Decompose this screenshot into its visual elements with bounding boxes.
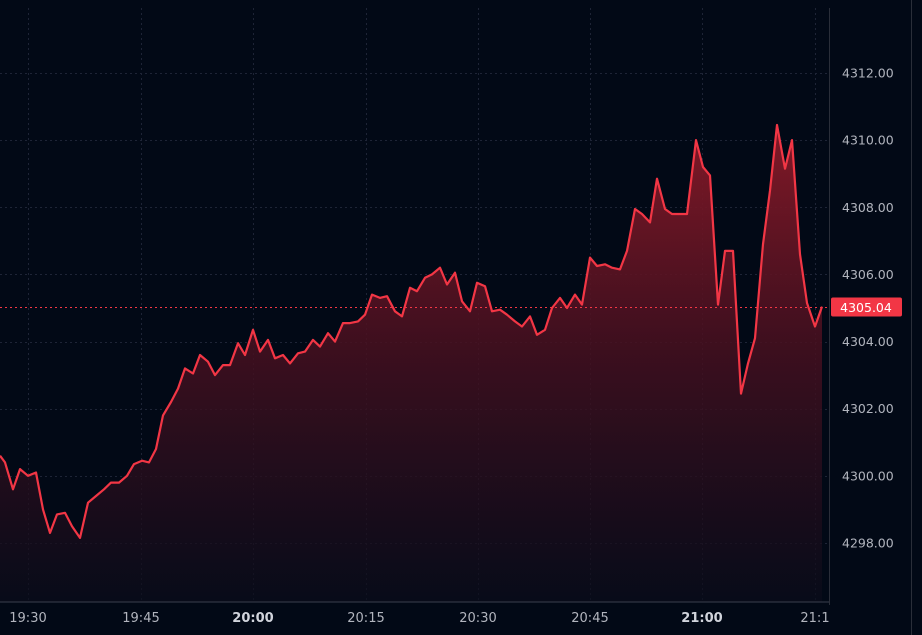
time-axis-label: 19:45 xyxy=(122,611,159,626)
current-price-label: 4305.04 xyxy=(840,300,892,315)
price-axis[interactable]: 4312.00 4310.00 4308.00 4306.00 4304.00 4302.… xyxy=(842,66,894,551)
current-price-badge: 4305.04 xyxy=(831,297,902,317)
time-axis-label: 20:45 xyxy=(571,611,608,626)
line-path[interactable] xyxy=(0,123,824,539)
time-axis-label: 20:30 xyxy=(459,611,496,626)
area-path xyxy=(0,125,822,602)
price-area-fill xyxy=(0,125,822,602)
current-price-badge-bg xyxy=(831,297,902,317)
price-axis-label: 4302.00 xyxy=(842,401,894,416)
time-axis-label: 21:1 xyxy=(800,611,829,626)
price-line[interactable] xyxy=(0,123,824,539)
price-axis-label: 4310.00 xyxy=(842,133,894,148)
price-axis-label: 4308.00 xyxy=(842,200,894,215)
time-axis-label: 20:15 xyxy=(347,611,384,626)
price-axis-label: 4312.00 xyxy=(842,66,894,81)
price-axis-label: 4306.00 xyxy=(842,267,894,282)
time-axis-label: 20:00 xyxy=(232,611,273,626)
time-axis-clip xyxy=(829,605,911,635)
time-axis[interactable]: 19:30 19:45 20:00 20:15 20:30 20:45 21:00 21:1 xyxy=(9,605,911,635)
price-axis-label: 4304.00 xyxy=(842,334,894,349)
price-axis-label: 4300.00 xyxy=(842,468,894,483)
time-axis-label: 21:00 xyxy=(681,611,722,626)
time-axis-label: 19:30 xyxy=(9,611,46,626)
price-axis-label: 4298.00 xyxy=(842,535,894,550)
